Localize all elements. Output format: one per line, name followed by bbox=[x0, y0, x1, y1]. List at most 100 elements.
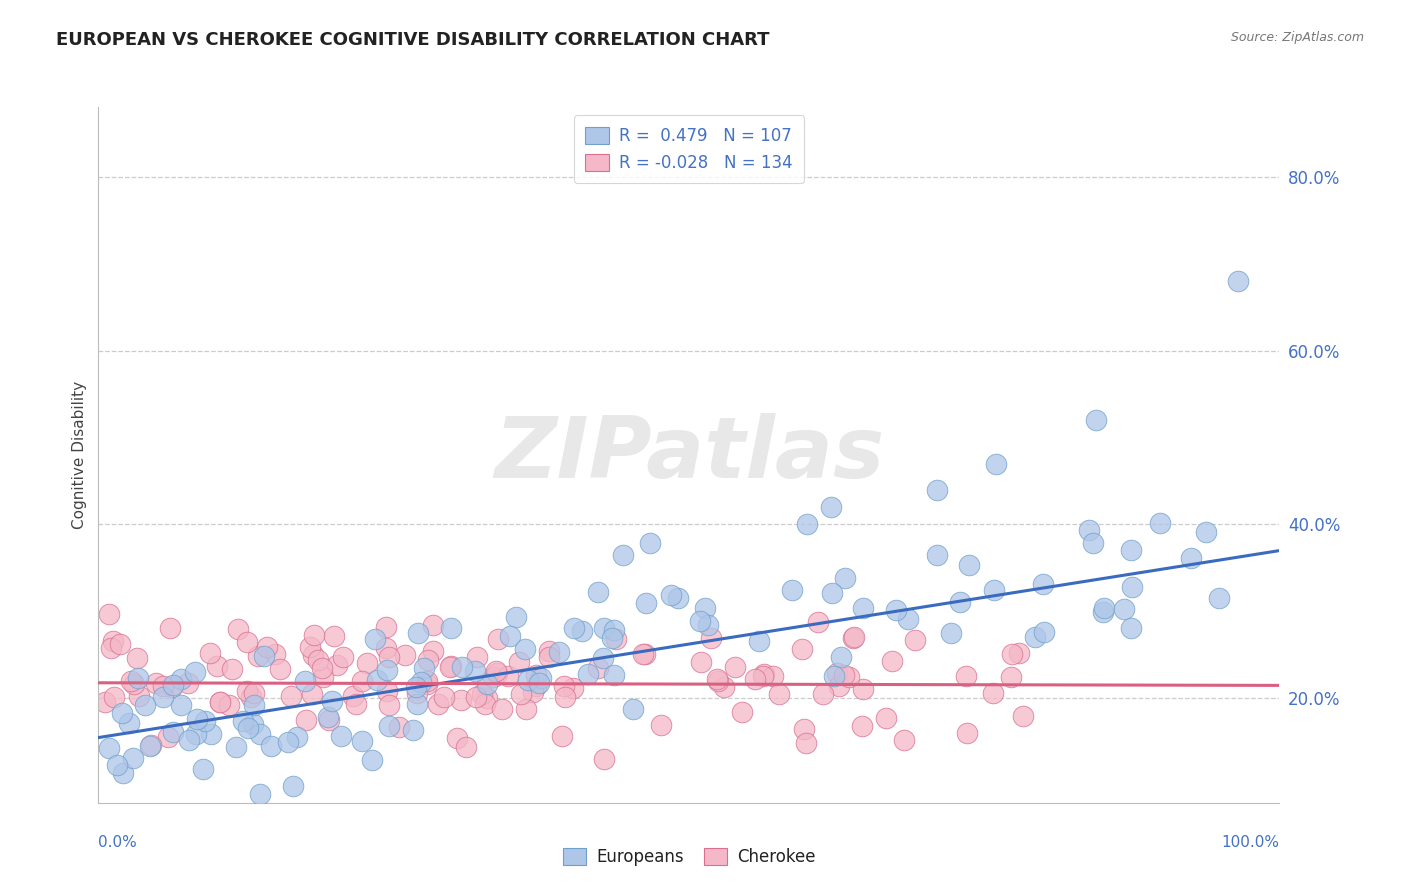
Point bbox=[269, 662, 291, 676]
Point bbox=[433, 690, 456, 704]
Point bbox=[1011, 709, 1033, 723]
Point bbox=[1083, 536, 1105, 550]
Point bbox=[471, 688, 494, 702]
Point bbox=[427, 697, 450, 711]
Point bbox=[157, 731, 180, 745]
Point bbox=[875, 711, 897, 725]
Point bbox=[748, 634, 770, 648]
Point bbox=[731, 705, 754, 719]
Point bbox=[623, 702, 645, 716]
Point bbox=[236, 721, 259, 735]
Point bbox=[465, 649, 488, 664]
Point bbox=[842, 630, 865, 644]
Point bbox=[780, 582, 803, 597]
Point bbox=[311, 661, 333, 675]
Point bbox=[226, 622, 249, 636]
Point bbox=[375, 620, 398, 634]
Point bbox=[633, 648, 655, 662]
Point bbox=[418, 653, 440, 667]
Point bbox=[281, 779, 304, 793]
Point bbox=[666, 591, 689, 606]
Point bbox=[301, 687, 323, 701]
Point bbox=[592, 622, 614, 636]
Point bbox=[440, 658, 463, 673]
Point bbox=[162, 725, 184, 739]
Point bbox=[422, 644, 444, 658]
Point bbox=[689, 615, 711, 629]
Point bbox=[411, 675, 433, 690]
Point bbox=[1024, 630, 1046, 644]
Point bbox=[562, 681, 585, 695]
Point bbox=[377, 698, 399, 712]
Point bbox=[956, 726, 979, 740]
Point bbox=[955, 669, 977, 683]
Point bbox=[152, 679, 174, 693]
Point bbox=[852, 600, 875, 615]
Point bbox=[1032, 577, 1054, 591]
Point bbox=[103, 634, 125, 648]
Point bbox=[605, 632, 627, 646]
Point bbox=[294, 673, 316, 688]
Point bbox=[603, 668, 626, 682]
Point bbox=[897, 612, 920, 626]
Point bbox=[481, 670, 503, 684]
Point bbox=[475, 691, 498, 706]
Point bbox=[636, 597, 658, 611]
Point bbox=[823, 669, 845, 683]
Point bbox=[600, 631, 623, 645]
Point bbox=[364, 632, 387, 647]
Text: 0.0%: 0.0% bbox=[98, 836, 138, 850]
Point bbox=[1119, 543, 1142, 558]
Point bbox=[1227, 274, 1250, 288]
Point bbox=[176, 676, 198, 690]
Point bbox=[249, 787, 271, 801]
Point bbox=[253, 649, 276, 664]
Point bbox=[394, 648, 416, 662]
Point bbox=[464, 664, 486, 678]
Point bbox=[1092, 606, 1115, 620]
Point bbox=[851, 719, 873, 733]
Point bbox=[834, 571, 856, 585]
Point bbox=[307, 653, 329, 667]
Point bbox=[522, 685, 544, 699]
Point bbox=[524, 667, 547, 681]
Point bbox=[122, 751, 145, 765]
Point bbox=[790, 642, 813, 657]
Point bbox=[159, 621, 181, 635]
Point bbox=[820, 500, 842, 514]
Point bbox=[762, 669, 785, 683]
Point bbox=[807, 615, 830, 629]
Point bbox=[111, 706, 134, 720]
Point bbox=[242, 685, 264, 699]
Point bbox=[553, 680, 575, 694]
Point bbox=[287, 730, 309, 744]
Point bbox=[405, 697, 427, 711]
Point bbox=[925, 548, 948, 562]
Point bbox=[191, 762, 214, 776]
Point bbox=[830, 650, 852, 665]
Point bbox=[387, 721, 409, 735]
Point bbox=[242, 698, 264, 712]
Point bbox=[242, 717, 264, 731]
Point bbox=[496, 669, 519, 683]
Point bbox=[260, 739, 283, 753]
Point bbox=[329, 729, 352, 743]
Point bbox=[485, 665, 508, 679]
Point bbox=[105, 758, 128, 772]
Point bbox=[650, 718, 672, 732]
Point bbox=[97, 607, 120, 621]
Point bbox=[375, 641, 398, 656]
Point bbox=[128, 690, 150, 704]
Point bbox=[700, 631, 723, 645]
Point bbox=[205, 659, 228, 673]
Point bbox=[513, 642, 536, 657]
Point bbox=[640, 536, 662, 550]
Point bbox=[571, 624, 593, 638]
Point bbox=[524, 679, 547, 693]
Point bbox=[707, 673, 730, 688]
Point bbox=[366, 673, 388, 687]
Point bbox=[893, 732, 915, 747]
Point bbox=[451, 659, 474, 673]
Point bbox=[603, 623, 626, 637]
Point bbox=[537, 650, 560, 665]
